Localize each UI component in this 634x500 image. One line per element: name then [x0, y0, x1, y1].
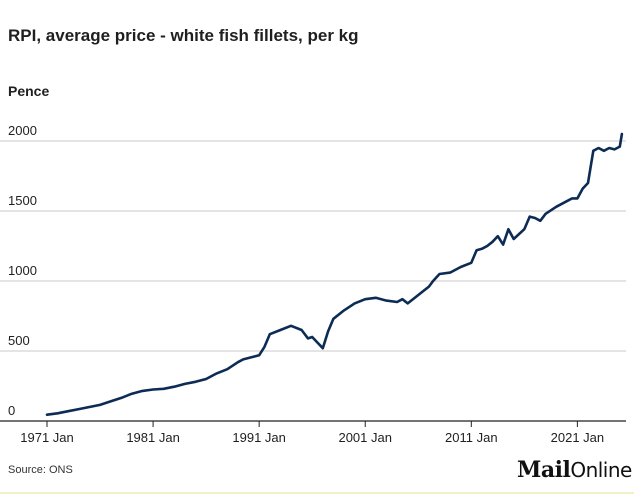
x-tick-label-1971: 1971 Jan	[20, 430, 74, 445]
y-tick-label-500: 500	[8, 333, 30, 348]
x-tick-label-2001: 2001 Jan	[338, 430, 392, 445]
source-note: Source: ONS	[8, 464, 73, 476]
grid-lines	[0, 140, 626, 422]
series-line-0	[45, 132, 624, 416]
x-ticks: 1971 Jan 1981 Jan 1991 Jan 2001 Jan 2011 Jan…	[20, 421, 604, 445]
y-tick-label-1500: 1500	[8, 193, 37, 208]
y-axis-label: Pence	[8, 83, 50, 99]
x-tick-label-2011: 2011 Jan	[445, 430, 498, 445]
y-tick-labels: 0 500 1000 1500 2000	[8, 123, 37, 418]
brand-logo-light: Online	[570, 458, 632, 482]
x-tick-label-1991: 1991 Jan	[232, 430, 286, 445]
x-tick-label-1981: 1981 Jan	[126, 430, 180, 445]
bottom-divider	[0, 492, 634, 494]
brand-logo-bold: Mail	[517, 457, 571, 483]
y-tick-label-2000: 2000	[8, 123, 37, 138]
chart-title: RPI, average price - white fish fillets,…	[8, 26, 359, 45]
y-tick-label-1000: 1000	[8, 263, 37, 278]
series-lines	[45, 132, 624, 416]
y-tick-label-0: 0	[8, 403, 15, 418]
brand-logo: MailOnline	[517, 457, 632, 483]
x-tick-label-2021: 2021 Jan	[551, 430, 605, 445]
